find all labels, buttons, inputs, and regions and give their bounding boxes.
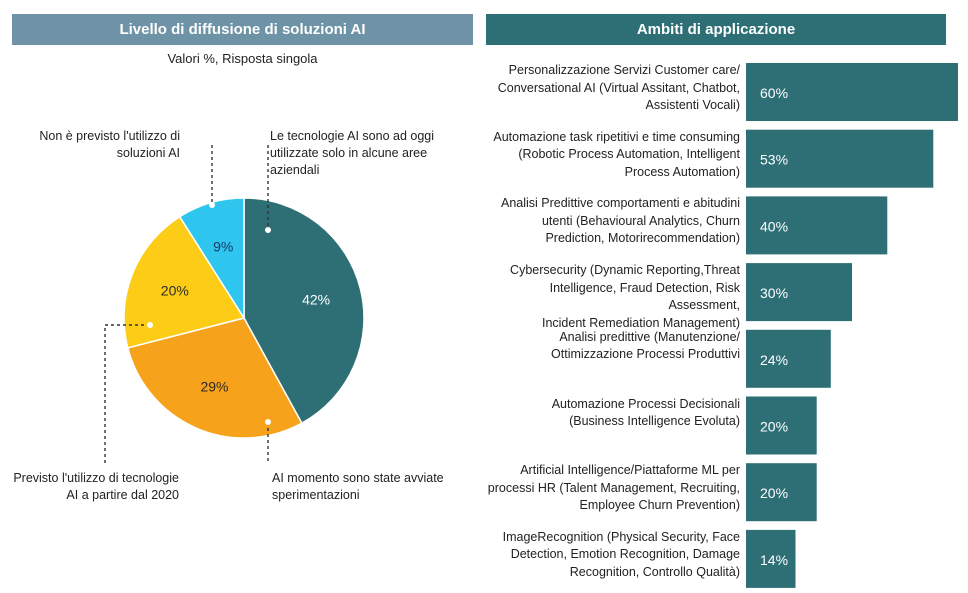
pie-slice-in-use [243, 197, 365, 425]
leader-dot-experiments [265, 419, 271, 425]
bar-value-label: 40% [760, 218, 788, 234]
pie-annotation-experiments: AI momento sono state avviate sperimentaz… [272, 471, 444, 502]
bar [746, 129, 934, 188]
pie-slice-in-use-label: 42% [302, 292, 330, 308]
pie-chart-subtitle: Valori %, Risposta singola [167, 51, 318, 66]
bar [746, 463, 817, 522]
pie-slice-experiments-label: 29% [200, 378, 228, 394]
bar-value-label: 24% [760, 352, 788, 368]
bar-category-label: Analisi predittive (Manutenzione/Ottimiz… [551, 329, 740, 362]
bar-chart-title: Ambiti di applicazione [486, 14, 946, 45]
leader-dot-not-planned [209, 202, 215, 208]
bar-category-label: Automazione task ripetitivi e time consu… [493, 129, 740, 179]
bar-value-label: 20% [760, 485, 788, 501]
bar-category-label: Analisi Predittive comportamenti e abitu… [500, 196, 740, 246]
pie-annotation-not-planned: Non è previsto l'utilizzo di soluzioni AI [39, 129, 180, 160]
bar-value-label: 30% [760, 285, 788, 301]
leader-dot-in-use [265, 227, 271, 233]
bar-category-label: Automazione Processi Decisionali (Busines… [551, 396, 740, 429]
leader-dot-planned-2020 [147, 322, 153, 328]
bar [746, 529, 796, 588]
pie-slice-experiments [126, 317, 303, 439]
bar [746, 263, 852, 322]
pie-slice-planned-2020 [123, 215, 246, 349]
bar [746, 63, 958, 121]
pie-slice-not-planned-label: 9% [213, 239, 233, 255]
bar-category-label: Artificial Intelligence/Piattaforme ML p… [487, 463, 740, 513]
bar [746, 396, 817, 455]
pie-annotation-in-use: Le tecnologie AI sono ad oggi utilizzate … [270, 129, 435, 177]
bar [746, 329, 831, 388]
bar-value-label: 60% [760, 85, 788, 101]
bar-value-label: 14% [760, 552, 788, 568]
bar [746, 196, 888, 255]
bar-category-label: ImageRecognition (Physical Security, Fac… [502, 529, 740, 579]
leader-line-planned-2020 [104, 324, 150, 463]
bar-category-label: Personalizzazione Servizi Customer care/… [497, 63, 740, 112]
bar-value-label: 20% [760, 419, 788, 435]
pie-chart-title: Livello di diffusione di soluzioni AI [12, 14, 473, 45]
pie-slice-planned-2020-label: 20% [161, 283, 189, 299]
bar-category-label: Cybersecurity (Dynamic Reporting,Threat I… [510, 263, 740, 330]
pie-annotation-planned-2020: Previsto l'utilizzo di tecnologie AI a pa… [13, 471, 179, 502]
bar-value-label: 53% [760, 152, 788, 168]
